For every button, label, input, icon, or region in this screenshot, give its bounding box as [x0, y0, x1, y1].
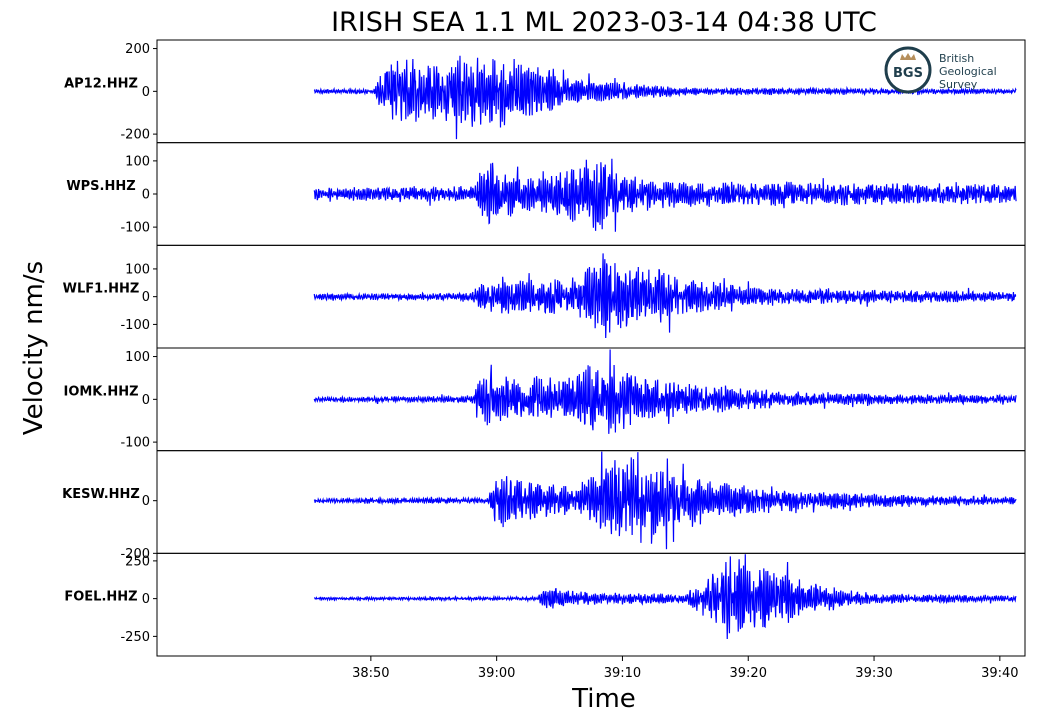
x-tick-label: 39:00	[478, 666, 515, 681]
x-axis: 38:50 39:00 39:10 39:20 39:30 39:40	[352, 656, 1019, 681]
logo-mark: BGS	[893, 66, 923, 81]
x-axis-label: Time	[571, 684, 636, 714]
waveform-line	[313, 55, 1017, 140]
station-label: WLF1.HHZ	[63, 282, 140, 297]
station-label: WPS.HHZ	[66, 179, 135, 194]
y-tick-label: -100	[120, 436, 150, 451]
trace-panel: 100 0 -100 IOMK.HHZ	[63, 347, 1026, 452]
waveform-line	[313, 451, 1017, 550]
waveform-line	[313, 158, 1017, 232]
trace-panels: 200 0 -200 AP12.HHZ 100 0 -100 WPS.HHZ 100 0 -100 W…	[62, 39, 1026, 657]
logo-line-2: Geological	[939, 65, 997, 78]
y-tick-label: 100	[125, 154, 150, 169]
y-tick-label: 0	[142, 592, 150, 607]
x-tick-label: 39:40	[981, 666, 1018, 681]
trace-panel: 100 0 -100 WPS.HHZ	[66, 142, 1026, 246]
y-axis-label: Velocity nm/s	[19, 261, 49, 435]
x-tick-label: 39:30	[855, 666, 892, 681]
y-tick-label: 0	[142, 494, 150, 509]
waveform-line	[314, 554, 1017, 639]
y-tick-label: 100	[125, 262, 150, 277]
y-tick-label: 100	[125, 350, 150, 365]
logo-crown-icon	[900, 53, 916, 60]
trace-panel: 250 0 -250 FOEL.HHZ	[64, 552, 1026, 657]
trace-panel: 0 -200 KESW.HHZ	[62, 450, 1026, 562]
y-tick-label: 0	[142, 290, 150, 305]
station-label: AP12.HHZ	[64, 76, 138, 91]
y-tick-label: -250	[120, 630, 150, 645]
trace-panel: 200 0 -200 AP12.HHZ	[64, 39, 1026, 144]
y-tick-label: 250	[125, 554, 150, 569]
x-tick-label: 39:20	[730, 666, 767, 681]
y-tick-label: -200	[120, 547, 150, 562]
x-tick-label: 39:10	[604, 666, 641, 681]
chart-title: IRISH SEA 1.1 ML 2023-03-14 04:38 UTC	[331, 7, 877, 38]
station-label: IOMK.HHZ	[63, 384, 138, 399]
trace-panel: 100 0 -100 WLF1.HHZ	[63, 244, 1026, 349]
y-tick-label: 200	[125, 42, 150, 57]
panel-frame	[156, 552, 1026, 657]
y-tick-label: 0	[142, 188, 150, 203]
y-tick-label: 0	[142, 85, 150, 100]
logo-ring	[884, 46, 932, 94]
waveform-line	[313, 349, 1017, 434]
bgs-logo: BGS British Geological Survey	[884, 46, 997, 94]
y-tick-label: -100	[120, 221, 150, 236]
station-label: KESW.HHZ	[62, 487, 140, 502]
y-tick-label: 0	[142, 393, 150, 408]
y-tick-label: -200	[120, 128, 150, 143]
x-tick-label: 38:50	[352, 666, 389, 681]
y-tick-label: -100	[120, 318, 150, 333]
waveform-line	[313, 253, 1017, 339]
logo-line-1: British	[939, 52, 974, 65]
station-label: FOEL.HHZ	[64, 590, 137, 605]
logo-line-3: Survey	[939, 78, 978, 91]
